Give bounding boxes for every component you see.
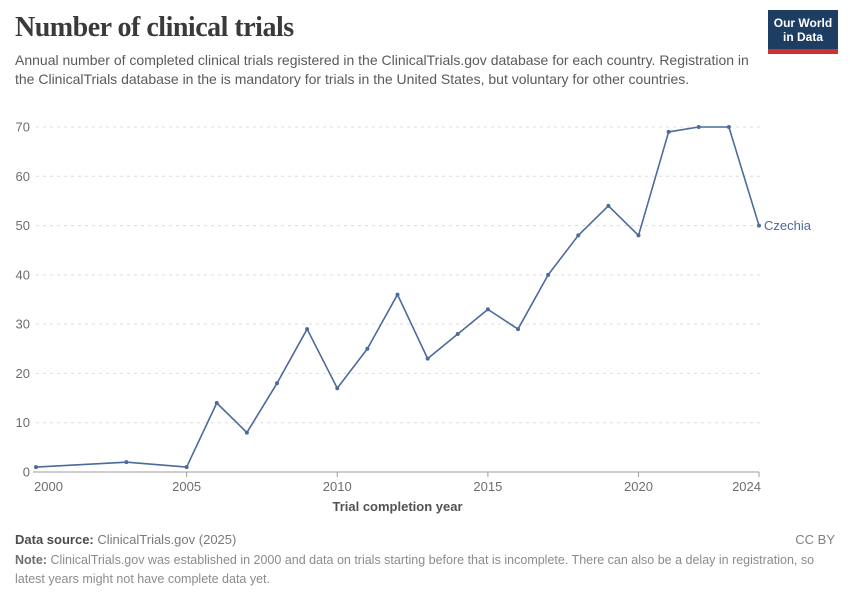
owid-logo: Our World in Data [768,10,838,54]
data-line-czechia [35,126,760,468]
data-point-2021 [666,129,671,134]
data-point-2017 [546,272,551,277]
series-label-czechia: Czechia [764,218,812,233]
data-point-2012 [395,292,400,297]
data-point-2014 [455,332,460,336]
data-point-2024 [757,223,761,228]
page-title: Number of clinical trials [15,12,294,43]
data-point-2013 [425,356,430,361]
x-tick-label-2015: 2015 [473,479,502,494]
data-point-2011 [365,346,370,351]
x-tick-label-2000: 2000 [34,479,63,494]
y-tick-label-30: 30 [16,317,30,332]
y-tick-label-0: 0 [23,465,30,480]
y-tick-label-50: 50 [16,218,30,233]
data-point-2007 [244,430,249,435]
owid-logo-text: Our World in Data [768,10,838,49]
data-point-2009 [305,327,310,332]
y-tick-label-20: 20 [16,366,30,381]
data-point-2022 [696,125,701,129]
x-tick-label-2005: 2005 [172,479,201,494]
data-point-2019 [606,203,611,208]
data-point-2015 [485,307,490,312]
data-point-2016 [516,327,520,332]
data-point-2008 [275,381,279,386]
chart-subtitle: Annual number of completed clinical tria… [15,52,749,87]
owid-logo-red-bar [768,49,838,54]
data-source-value: ClinicalTrials.gov (2025) [97,532,237,547]
license-badge: CC BY [795,532,835,547]
owid-logo-line2: in Data [782,30,823,44]
data-point-2000 [34,465,38,470]
data-point-2003 [124,460,129,465]
x-tick-label-2020: 2020 [624,479,653,494]
y-tick-label-10: 10 [16,415,30,430]
x-tick-label-2024: 2024 [732,479,761,494]
y-tick-label-60: 60 [16,169,30,184]
owid-logo-line1: Our World [773,16,833,30]
y-tick-label-70: 70 [16,120,30,135]
data-point-2018 [576,233,581,238]
data-point-2006 [214,401,219,405]
note-text: ClinicalTrials.gov was established in 20… [15,553,815,586]
data-point-2020 [636,233,641,238]
data-source-label: Data source: [15,532,94,547]
y-tick-label-40: 40 [16,267,30,282]
data-point-2005 [184,465,189,470]
data-point-2023 [726,125,731,129]
data-point-2010 [335,386,340,391]
x-tick-label-2010: 2010 [323,479,352,494]
x-axis-title: Trial completion year [332,499,462,514]
data-source-row: Data source: ClinicalTrials.gov (2025) [15,532,835,547]
note-block: Note: ClinicalTrials.gov was established… [15,551,835,589]
note-label: Note: [15,553,47,567]
clinical-trials-line-chart: 0 10 20 30 40 50 60 70 2000 2005 2010 2015 2020 2024 C… [16,120,812,515]
